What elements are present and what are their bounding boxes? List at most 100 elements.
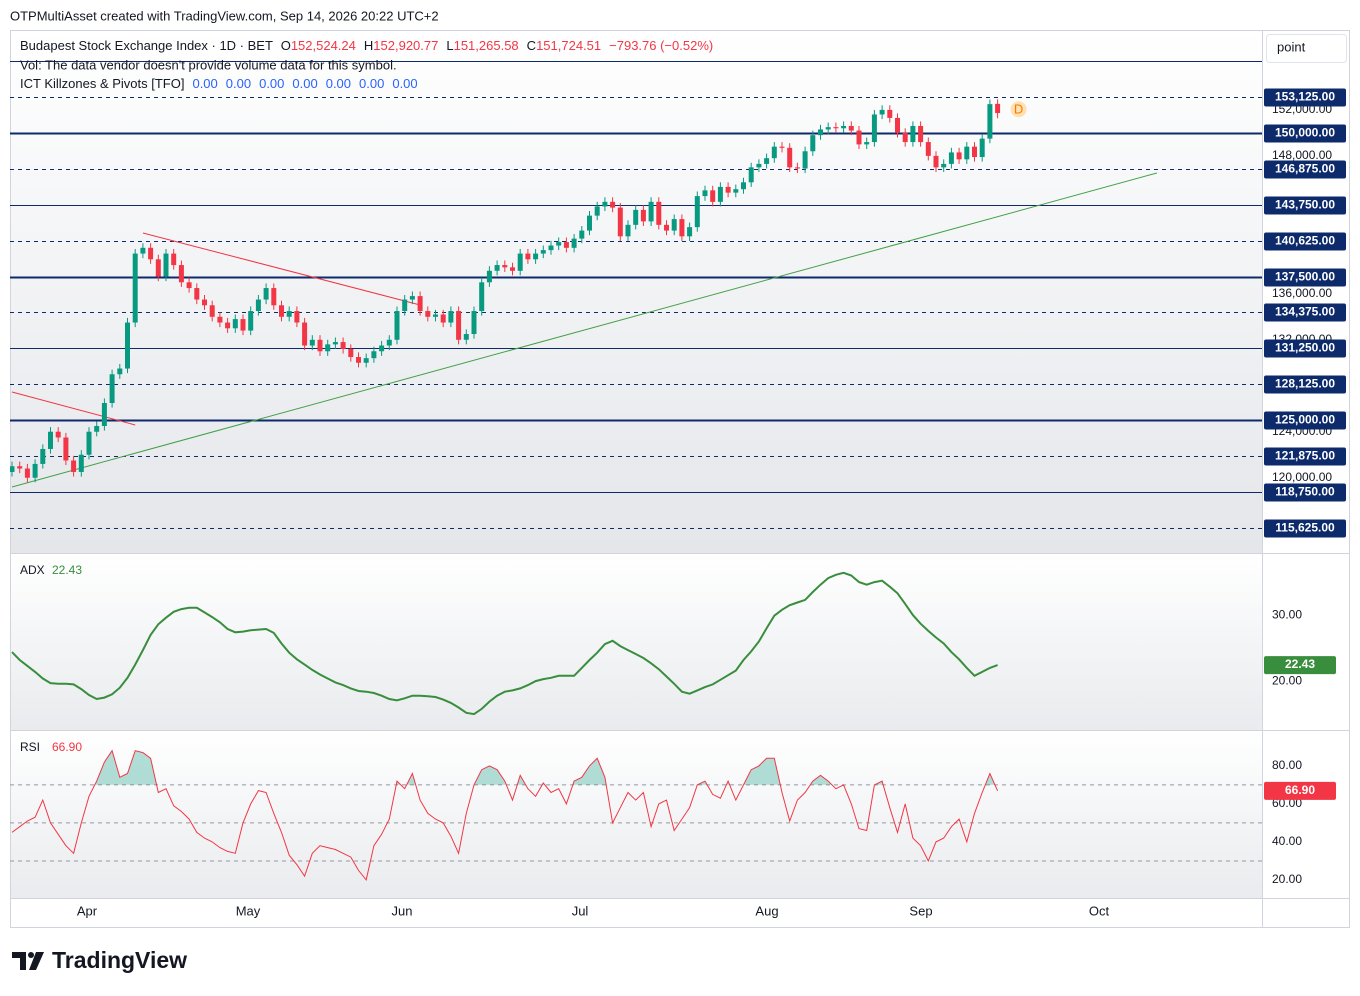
x-tick-label: Jul (572, 903, 589, 918)
candle-body (764, 158, 770, 164)
candle-body (587, 215, 592, 231)
candle-body (972, 146, 977, 158)
candle-body (741, 182, 746, 190)
ohlc-value: 151,724.51 (536, 38, 601, 53)
candle-body (486, 270, 492, 283)
indicator-value: 0.00 (259, 76, 284, 91)
candle-body (409, 296, 415, 300)
candle-body (325, 344, 331, 352)
indicator-value: 0.00 (226, 76, 251, 91)
level-label-box (1264, 160, 1346, 179)
ohlc-value: 152,524.24 (291, 38, 356, 53)
candle-body (209, 305, 215, 317)
candle-body (148, 247, 154, 260)
candle-body (294, 311, 300, 323)
candle-body (964, 146, 970, 160)
candle-body (371, 351, 377, 359)
price-plot: D (10, 61, 1262, 529)
candle-body (879, 109, 885, 115)
candle-body (594, 206, 600, 216)
candle-body (32, 463, 38, 478)
candle-body (602, 201, 608, 207)
candle-body (533, 253, 539, 260)
candle-body (94, 425, 100, 432)
candle-body (833, 127, 839, 129)
frame (10, 30, 1350, 928)
candle-body (871, 114, 877, 143)
candle-body (664, 224, 669, 231)
candle-body (648, 201, 654, 222)
candle-body (101, 402, 107, 426)
level-label-box (1264, 483, 1346, 502)
candle-body (710, 190, 716, 202)
candle-body (956, 152, 962, 160)
level-label: 125,000.00 (1275, 413, 1335, 427)
candle-body (417, 296, 423, 312)
candle-body (563, 242, 569, 248)
candle-body (848, 125, 854, 131)
candle-body (633, 209, 639, 225)
ohlc-key: H (364, 38, 373, 53)
candle-body (317, 339, 323, 352)
candle-body (733, 189, 739, 193)
value-label-box (1264, 781, 1336, 800)
level-label: 150,000.00 (1275, 126, 1335, 140)
level-label: 115,625.00 (1275, 521, 1335, 535)
candle-body (517, 253, 523, 271)
candle-body (232, 319, 238, 329)
candle-body (787, 147, 793, 168)
x-tick-label: Sep (909, 903, 932, 918)
candle-body (502, 265, 508, 268)
candle-body (340, 342, 346, 349)
candle-body (140, 247, 146, 254)
candle-body (271, 288, 277, 306)
candle-body (117, 368, 123, 375)
time-axis: Apr May Jun Jul Aug Sep Oct (77, 903, 1110, 918)
candle-body (440, 314, 446, 323)
rsi-plot (10, 749, 1262, 882)
candle-body (109, 374, 115, 403)
level-label-box (1264, 375, 1346, 394)
candle-body (356, 357, 361, 363)
candle-body (286, 311, 292, 317)
candle-body (40, 448, 46, 464)
candle-body (425, 311, 431, 317)
value-label: 22.43 (1285, 657, 1315, 671)
candle-body (525, 253, 531, 260)
indicator-value: 22.43 (52, 563, 82, 577)
indicator-value: 0.00 (359, 76, 384, 91)
level-label: 140,625.00 (1275, 234, 1335, 248)
overbought-fill (12, 750, 998, 785)
scale-mode-button[interactable] (1266, 34, 1347, 63)
candle-body (71, 460, 77, 472)
attribution: OTPMultiAsset created with TradingView.c… (10, 8, 439, 23)
candle-body (225, 322, 231, 329)
symbol: Budapest Stock Exchange Index · 1D · BET (20, 38, 273, 53)
level-label: 118,750.00 (1275, 485, 1335, 499)
candle-body (887, 109, 893, 118)
trend-line (11, 172, 1158, 488)
candle-body (86, 431, 92, 455)
candle-body (725, 186, 731, 193)
marker-badge (1010, 101, 1027, 118)
ohlc-key: C (527, 38, 536, 53)
candle-body (717, 186, 723, 202)
indicator-value: 66.90 (52, 740, 82, 754)
candle-body (78, 454, 84, 472)
y-tick-label: 20.00 (1272, 872, 1302, 886)
indicator-title: ADX (20, 563, 45, 577)
y-tick-label: 136,000.00 (1272, 286, 1332, 300)
candle-body (186, 282, 192, 289)
candle-body (332, 342, 338, 345)
level-label: 131,250.00 (1275, 341, 1335, 355)
indicator-line (11, 749, 999, 882)
ohlc-key: L (446, 38, 453, 53)
indicator-value: 0.00 (326, 76, 351, 91)
level-label: 153,125.00 (1275, 90, 1335, 104)
scale-mode-label[interactable]: point (1277, 39, 1306, 54)
candle-body (194, 288, 200, 300)
level-label-box (1264, 411, 1346, 430)
candle-body (255, 299, 261, 312)
ohlc-value: 151,265.58 (454, 38, 519, 53)
candle-body (471, 311, 477, 335)
